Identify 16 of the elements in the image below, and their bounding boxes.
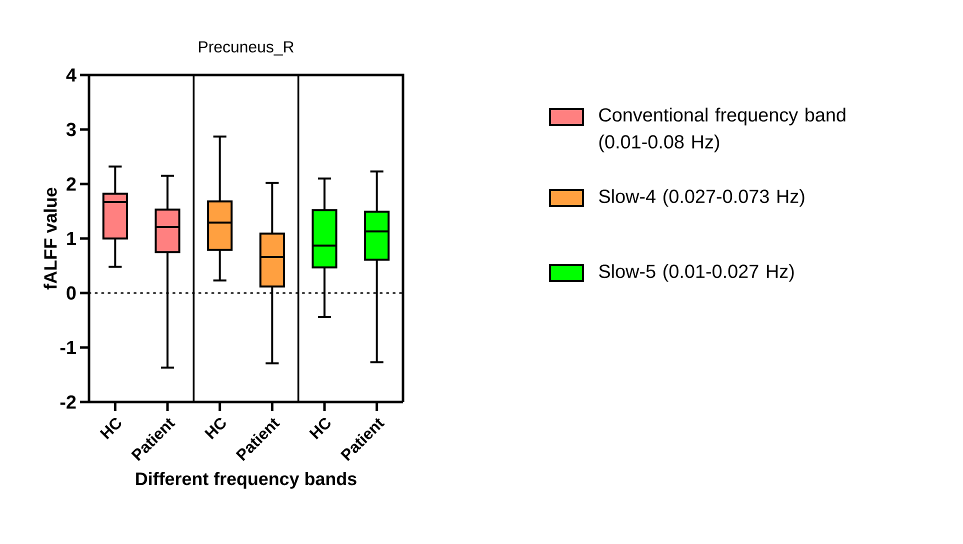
y-tick-label: 2 [66, 177, 76, 191]
y-tick-label: 1 [67, 232, 76, 245]
legend-label: Conventional frequency band (0.01-0.08 Hz) [599, 108, 846, 152]
y-tick-label: 3 [66, 122, 76, 136]
y-tick-label: -1 [60, 340, 76, 354]
legend-label: Slow-4 (0.027-0.073 Hz) [599, 189, 804, 207]
y-axis-title: fALFF value [44, 188, 57, 290]
y-tick-label: 4 [66, 68, 76, 82]
x-tick-label: HC [309, 418, 330, 440]
legend-label: Slow-5 (0.01-0.027 Hz) [599, 264, 794, 282]
x-axis-title: Different frequency bands [136, 472, 356, 489]
y-tick-label: 0 [66, 286, 76, 300]
x-tick-label: HC [100, 418, 122, 440]
y-tick-label: -2 [60, 395, 76, 409]
chart-title: Precuneus_R [199, 41, 294, 56]
x-tick-label: HC [204, 418, 226, 440]
